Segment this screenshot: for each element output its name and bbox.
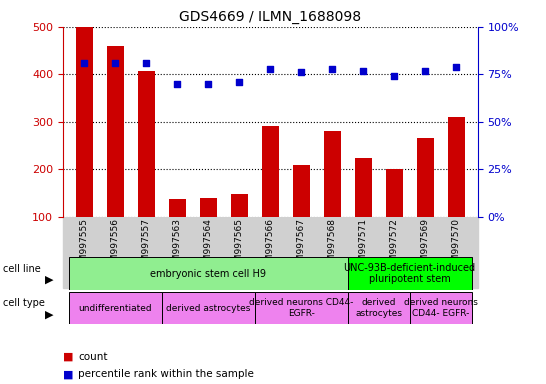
Bar (169, 199, 186, 265)
Text: derived astrocytes: derived astrocytes (166, 304, 251, 313)
Point (359, 68, 367, 74)
Point (266, 66, 275, 72)
Text: ▶: ▶ (45, 310, 54, 320)
Point (421, 68, 430, 74)
Bar (324, 131, 341, 265)
Bar (262, 126, 279, 265)
Point (142, 60, 151, 66)
Bar (448, 117, 465, 265)
Bar (385, 169, 402, 265)
Point (452, 64, 460, 70)
Point (328, 66, 336, 72)
Text: undifferentiated: undifferentiated (79, 304, 152, 313)
Point (173, 81, 182, 87)
Bar (76, 27, 93, 265)
Text: derived
astrocytes: derived astrocytes (355, 298, 402, 318)
Text: ■: ■ (63, 352, 73, 362)
Text: cell type: cell type (3, 298, 45, 308)
Bar (162, 292, 255, 324)
Bar (107, 46, 124, 265)
Text: ▶: ▶ (45, 275, 54, 285)
Bar (355, 158, 372, 265)
Bar (417, 137, 434, 265)
Text: ■: ■ (63, 369, 73, 379)
Point (390, 73, 399, 79)
Text: percentile rank within the sample: percentile rank within the sample (78, 369, 254, 379)
Text: embryonic stem cell H9: embryonic stem cell H9 (150, 268, 266, 279)
Point (80, 60, 89, 66)
Point (111, 60, 120, 66)
Bar (69, 257, 348, 290)
Text: derived neurons
CD44- EGFR-: derived neurons CD44- EGFR- (403, 298, 478, 318)
Text: cell line: cell line (3, 264, 40, 274)
Title: GDS4669 / ILMN_1688098: GDS4669 / ILMN_1688098 (179, 10, 361, 25)
Text: UNC-93B-deficient-induced
pluripotent stem: UNC-93B-deficient-induced pluripotent st… (343, 263, 476, 285)
Point (297, 70, 306, 76)
Bar (348, 292, 410, 324)
Text: count: count (78, 352, 108, 362)
Bar (138, 71, 155, 265)
Bar (200, 198, 217, 265)
Bar (69, 292, 162, 324)
Bar (231, 194, 248, 265)
Bar (348, 257, 472, 290)
Bar (410, 292, 472, 324)
Bar (293, 165, 310, 265)
Point (235, 79, 244, 85)
Bar (255, 292, 348, 324)
Point (204, 81, 213, 87)
Text: derived neurons CD44-
EGFR-: derived neurons CD44- EGFR- (249, 298, 353, 318)
